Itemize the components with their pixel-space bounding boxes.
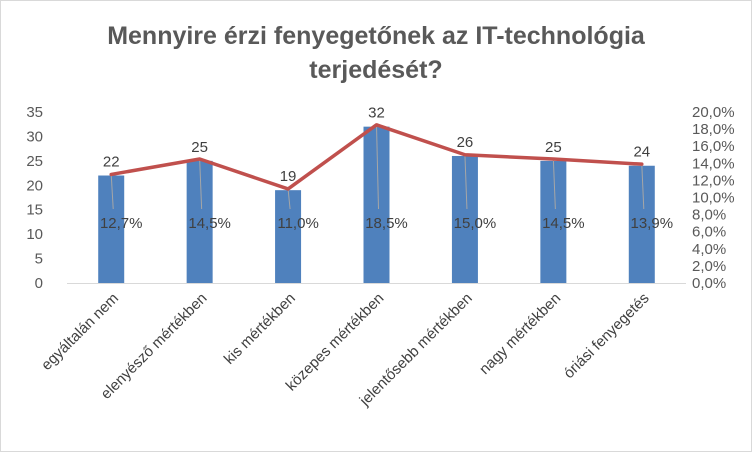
right-axis-tick-label: 6,0% bbox=[692, 224, 726, 241]
bar bbox=[275, 190, 302, 283]
bar bbox=[628, 165, 655, 283]
right-axis-tick-label: 18,0% bbox=[692, 121, 735, 138]
chart-title-line1: Mennyire érzi fenyegetőnek az IT-technol… bbox=[107, 22, 645, 50]
right-axis-tick-label: 4,0% bbox=[692, 241, 726, 258]
bar bbox=[363, 126, 390, 284]
left-axis-tick-label: 30 bbox=[26, 128, 43, 145]
leader-line bbox=[287, 188, 291, 210]
left-axis-tick-label: 5 bbox=[35, 251, 43, 268]
line-value-label: 13,9% bbox=[631, 215, 674, 232]
bar bbox=[540, 160, 567, 283]
left-axis-tick-label: 20 bbox=[26, 177, 43, 194]
leader-line bbox=[376, 124, 379, 210]
category-label: nagy mértékben bbox=[476, 290, 564, 378]
leader-line bbox=[464, 154, 468, 210]
leader-line bbox=[199, 159, 203, 210]
leader-line bbox=[110, 174, 114, 210]
right-axis-tick-label: 16,0% bbox=[692, 138, 735, 155]
left-axis-tick-label: 35 bbox=[26, 104, 43, 121]
bar-value-label: 19 bbox=[280, 168, 297, 185]
line-value-label: 11,0% bbox=[277, 215, 318, 232]
chart-title-line2: terjedését? bbox=[309, 56, 443, 84]
bar-value-label: 25 bbox=[545, 139, 562, 156]
right-axis-tick-label: 0,0% bbox=[692, 275, 726, 292]
bar-value-label: 25 bbox=[191, 139, 208, 156]
left-axis-tick-label: 10 bbox=[26, 226, 43, 243]
bar-value-label: 32 bbox=[368, 105, 385, 122]
line-value-label: 12,7% bbox=[100, 215, 143, 232]
right-axis-tick-label: 12,0% bbox=[692, 172, 735, 189]
leader-line bbox=[641, 164, 645, 210]
right-axis-tick-label: 8,0% bbox=[692, 207, 726, 224]
bar bbox=[451, 155, 478, 283]
category-label: egyáltalán nem bbox=[38, 290, 122, 374]
line-value-label: 15,0% bbox=[454, 215, 497, 232]
line-value-label: 14,5% bbox=[542, 215, 585, 232]
line-value-label: 18,5% bbox=[365, 215, 408, 232]
left-axis-tick-label: 25 bbox=[26, 153, 43, 170]
category-label: közepes mértékben bbox=[283, 290, 388, 395]
bar-value-label: 22 bbox=[103, 154, 120, 171]
right-axis-tick-label: 2,0% bbox=[692, 258, 726, 275]
category-label: kis mértékben bbox=[221, 290, 299, 368]
bar-value-label: 26 bbox=[457, 134, 474, 151]
series-line bbox=[109, 123, 644, 191]
leader-line bbox=[552, 159, 556, 210]
right-axis-tick-label: 10,0% bbox=[692, 190, 735, 207]
line-value-label: 14,5% bbox=[188, 215, 231, 232]
bar-value-label: 24 bbox=[633, 144, 650, 161]
right-axis-tick-label: 20,0% bbox=[692, 104, 735, 121]
right-axis-tick-label: 14,0% bbox=[692, 155, 735, 172]
category-label: óriási fenyegetés bbox=[560, 290, 652, 382]
chart-title: Mennyire érzi fenyegetőnek az IT-technol… bbox=[1, 19, 751, 87]
bar bbox=[98, 175, 125, 283]
left-axis-tick-label: 15 bbox=[26, 202, 43, 219]
bar bbox=[186, 160, 213, 283]
left-axis-tick-label: 0 bbox=[35, 275, 43, 292]
